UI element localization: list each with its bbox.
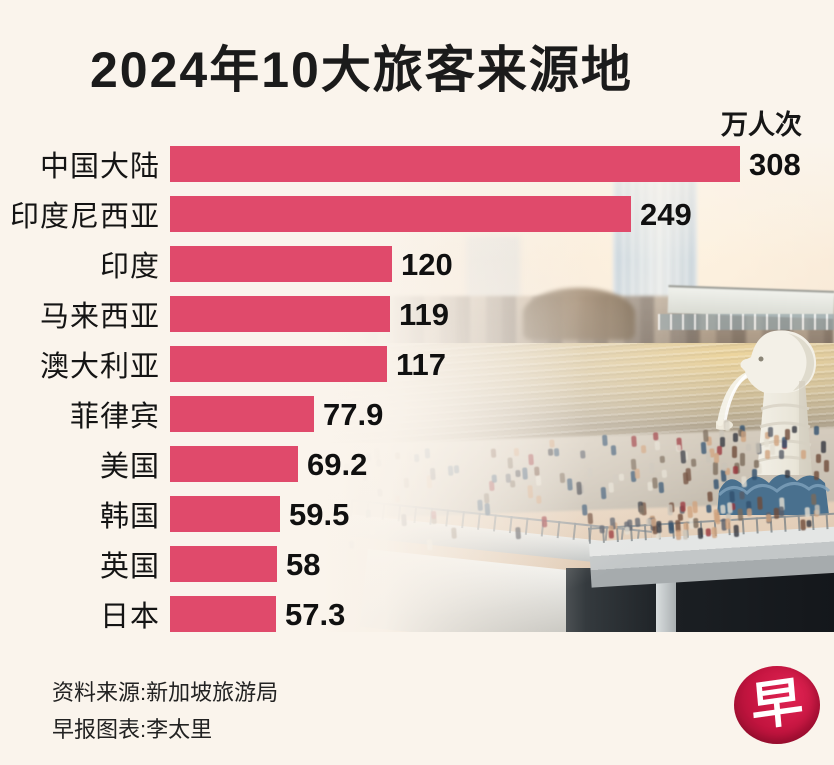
bar-area: 120 bbox=[170, 246, 453, 282]
chart-row: 澳大利亚 117 bbox=[0, 339, 834, 389]
bar-area: 117 bbox=[170, 346, 446, 382]
bar bbox=[170, 496, 280, 532]
unit-label: 万人次 bbox=[721, 110, 802, 140]
category-label: 英国 bbox=[99, 551, 160, 583]
chart-row: 印度 120 bbox=[0, 239, 834, 289]
chart-row: 英国 58 bbox=[0, 539, 834, 589]
bar bbox=[170, 346, 387, 382]
bar-area: 308 bbox=[170, 146, 801, 182]
bar-area: 249 bbox=[170, 196, 692, 232]
chart-row: 马来西亚 119 bbox=[0, 289, 834, 339]
value-label: 59.5 bbox=[289, 496, 350, 532]
chart-row: 韩国 59.5 bbox=[0, 489, 834, 539]
bar bbox=[170, 146, 740, 182]
chart-row: 菲律宾 77.9 bbox=[0, 389, 834, 439]
category-label: 印度尼西亚 bbox=[9, 201, 160, 233]
bar bbox=[170, 596, 276, 632]
bar-area: 69.2 bbox=[170, 446, 367, 482]
bar bbox=[170, 296, 390, 332]
bar bbox=[170, 446, 298, 482]
category-label: 中国大陆 bbox=[39, 151, 160, 183]
chart-row: 中国大陆 308 bbox=[0, 139, 834, 189]
chart-row: 印度尼西亚 249 bbox=[0, 189, 834, 239]
category-label: 菲律宾 bbox=[69, 401, 160, 433]
value-label: 58 bbox=[286, 546, 321, 582]
category-label: 印度 bbox=[99, 251, 160, 283]
category-label: 澳大利亚 bbox=[39, 351, 160, 383]
value-label: 119 bbox=[399, 296, 450, 332]
category-label: 马来西亚 bbox=[39, 301, 160, 333]
category-label: 日本 bbox=[99, 601, 160, 633]
bar bbox=[170, 396, 314, 432]
bar bbox=[170, 246, 392, 282]
value-label: 117 bbox=[396, 346, 447, 382]
zaobao-logo-glyph: 早 bbox=[748, 672, 806, 738]
bar bbox=[170, 196, 631, 232]
bar-area: 77.9 bbox=[170, 396, 383, 432]
value-label: 57.3 bbox=[285, 596, 346, 632]
value-label: 308 bbox=[749, 146, 801, 182]
value-label: 249 bbox=[640, 196, 692, 232]
chart-row: 日本 57.3 bbox=[0, 589, 834, 639]
bar-area: 57.3 bbox=[170, 596, 345, 632]
chart-title: 2024年10大旅客来源地 bbox=[90, 42, 633, 98]
bar-area: 58 bbox=[170, 546, 320, 582]
value-label: 69.2 bbox=[307, 446, 368, 482]
bar-area: 59.5 bbox=[170, 496, 349, 532]
bar-chart: 中国大陆 308 印度尼西亚 249 印度 120 马来西亚 119 澳大利亚 … bbox=[0, 139, 834, 639]
bar bbox=[170, 546, 277, 582]
source-note: 资料来源:新加坡旅游局 bbox=[52, 680, 279, 705]
bar-area: 119 bbox=[170, 296, 449, 332]
footer: 资料来源:新加坡旅游局 早报图表:李太里 bbox=[52, 674, 278, 748]
category-label: 韩国 bbox=[99, 501, 160, 533]
credit-note: 早报图表:李太里 bbox=[52, 717, 213, 742]
zaobao-logo: 早 bbox=[734, 666, 820, 744]
value-label: 77.9 bbox=[323, 396, 384, 432]
value-label: 120 bbox=[401, 246, 453, 282]
category-label: 美国 bbox=[99, 451, 160, 483]
chart-row: 美国 69.2 bbox=[0, 439, 834, 489]
